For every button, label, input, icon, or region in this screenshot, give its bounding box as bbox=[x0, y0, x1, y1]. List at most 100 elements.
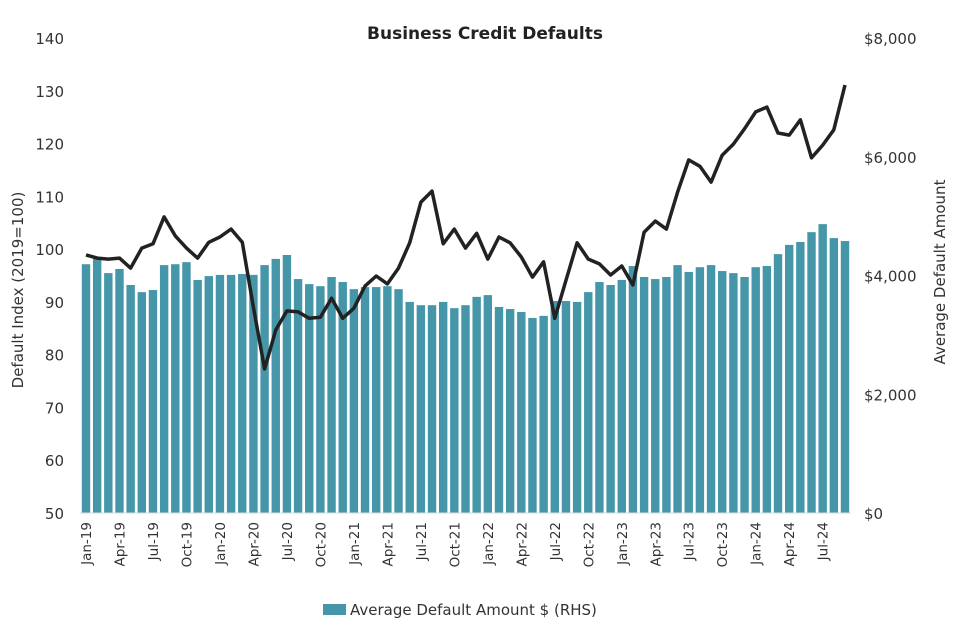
left-axis-ticks: 50 60 70 80 90 100 110 120 130 140 bbox=[35, 30, 64, 523]
bar-Oct-20 bbox=[316, 286, 325, 513]
bar-Jan-24 bbox=[751, 267, 760, 513]
x-tick-label: Oct-21 bbox=[447, 522, 463, 567]
bar-May-22 bbox=[528, 317, 537, 513]
x-tick-label: Jul-21 bbox=[414, 522, 430, 561]
left-tick-label: 130 bbox=[35, 83, 64, 101]
bar-Oct-22 bbox=[584, 292, 593, 513]
x-tick-label: Apr-22 bbox=[514, 522, 530, 567]
bar-Apr-22 bbox=[517, 312, 526, 513]
bar-Feb-19 bbox=[92, 258, 102, 513]
bar-Sep-22 bbox=[572, 301, 582, 513]
bar-Jul-22 bbox=[550, 301, 559, 513]
bar-Jul-24 bbox=[818, 224, 827, 513]
bar-Apr-21 bbox=[383, 286, 392, 513]
right-tick-label: $4,000 bbox=[864, 268, 917, 286]
bar-Apr-23 bbox=[651, 279, 660, 513]
legend-label: Average Default Amount $ (RHS) bbox=[350, 601, 597, 619]
bar-Aug-24 bbox=[829, 238, 839, 513]
bar-Aug-23 bbox=[695, 267, 705, 513]
x-tick-label: Jul-23 bbox=[682, 522, 698, 561]
line-series bbox=[85, 84, 847, 371]
left-tick-label: 60 bbox=[45, 452, 64, 470]
left-tick-label: 50 bbox=[45, 505, 64, 523]
bar-Jun-20 bbox=[271, 258, 280, 513]
bar-May-19 bbox=[126, 285, 135, 513]
right-axis-ticks: $0 $2,000 $4,000 $6,000 $8,000 bbox=[864, 30, 917, 523]
bar-Dec-22 bbox=[606, 285, 615, 513]
bar-Nov-22 bbox=[595, 282, 604, 513]
right-axis-label: Average Default Amount bbox=[931, 179, 949, 364]
bar-Oct-23 bbox=[718, 271, 727, 513]
bar-Dec-20 bbox=[338, 282, 347, 513]
x-tick-label: Jul-20 bbox=[280, 522, 296, 561]
x-tick-label: Jul-24 bbox=[816, 522, 832, 561]
bar-Aug-22 bbox=[561, 301, 571, 513]
bar-Nov-21 bbox=[461, 305, 470, 513]
right-tick-label: $0 bbox=[864, 505, 883, 523]
chart-title: Business Credit Defaults bbox=[367, 24, 603, 44]
bar-Mar-23 bbox=[639, 276, 649, 513]
bar-Jul-21 bbox=[416, 305, 426, 513]
bar-Apr-24 bbox=[784, 244, 794, 513]
bar-May-24 bbox=[796, 241, 805, 513]
bar-Feb-21 bbox=[360, 287, 370, 513]
bar-Jun-21 bbox=[405, 301, 414, 513]
x-tick-label: Jan-21 bbox=[347, 522, 363, 566]
bar-Jan-21 bbox=[349, 289, 359, 513]
bar-Feb-23 bbox=[628, 266, 638, 513]
bar-Feb-24 bbox=[762, 266, 772, 513]
x-tick-label: Oct-23 bbox=[715, 522, 731, 567]
left-tick-label: 120 bbox=[35, 136, 64, 154]
bar-Jan-23 bbox=[617, 279, 626, 513]
bar-Jun-22 bbox=[539, 315, 548, 513]
bar-series bbox=[81, 224, 850, 513]
x-tick-label: Jan-24 bbox=[749, 522, 765, 566]
bar-Jul-20 bbox=[282, 255, 292, 513]
bar-Mar-24 bbox=[773, 254, 783, 513]
left-tick-label: 110 bbox=[35, 188, 64, 206]
x-axis-ticks: Jan-19 Apr-19 Jul-19 Oct-19 Jan-20 Apr-20 Jul-… bbox=[79, 522, 832, 567]
bar-Nov-19 bbox=[193, 279, 202, 513]
x-tick-label: Apr-19 bbox=[112, 522, 128, 567]
x-tick-label: Oct-19 bbox=[179, 522, 195, 567]
x-tick-label: Apr-23 bbox=[648, 522, 664, 567]
bar-Sep-24 bbox=[840, 241, 850, 513]
bar-Feb-22 bbox=[494, 306, 504, 513]
bar-Oct-19 bbox=[182, 262, 191, 513]
x-tick-label: Jan-23 bbox=[615, 522, 631, 566]
x-tick-label: Jul-19 bbox=[146, 522, 162, 561]
bar-Feb-20 bbox=[226, 274, 236, 513]
bar-Aug-21 bbox=[427, 305, 437, 513]
bar-May-20 bbox=[260, 265, 269, 513]
x-tick-label: Oct-20 bbox=[313, 522, 329, 567]
bar-Mar-19 bbox=[104, 273, 113, 513]
bar-Jun-23 bbox=[673, 265, 682, 513]
bar-Aug-19 bbox=[159, 265, 169, 513]
bar-Jun-24 bbox=[807, 232, 816, 513]
bar-Jan-20 bbox=[215, 274, 225, 513]
legend-swatch-bar bbox=[323, 604, 346, 615]
left-tick-label: 80 bbox=[45, 347, 64, 365]
left-tick-label: 90 bbox=[45, 294, 64, 312]
bar-Aug-20 bbox=[293, 279, 303, 513]
x-tick-label: Jan-19 bbox=[79, 522, 95, 566]
bar-Jan-19 bbox=[81, 264, 91, 513]
bar-Sep-20 bbox=[305, 284, 314, 513]
legend: Average Default Amount $ (RHS) bbox=[323, 601, 597, 619]
x-tick-label: Jan-20 bbox=[213, 522, 229, 566]
bar-Dec-23 bbox=[740, 276, 749, 513]
bar-Mar-22 bbox=[505, 309, 515, 513]
left-axis-label: Default Index (2019=100) bbox=[9, 192, 27, 389]
bar-Dec-19 bbox=[204, 276, 213, 513]
right-tick-label: $8,000 bbox=[864, 30, 917, 48]
left-tick-label: 140 bbox=[35, 30, 64, 48]
bar-Sep-23 bbox=[706, 265, 716, 513]
x-tick-label: Jul-22 bbox=[548, 522, 564, 561]
right-tick-label: $2,000 bbox=[864, 386, 917, 404]
bar-Nov-20 bbox=[327, 276, 336, 513]
left-tick-label: 70 bbox=[45, 399, 64, 417]
bar-Mar-20 bbox=[238, 274, 247, 513]
bar-Jul-23 bbox=[684, 271, 693, 513]
bar-Mar-21 bbox=[372, 287, 381, 513]
